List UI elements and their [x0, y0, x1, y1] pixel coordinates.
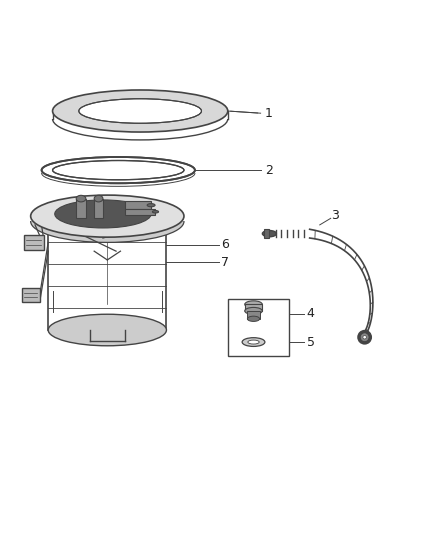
- Ellipse shape: [242, 338, 265, 346]
- Ellipse shape: [48, 314, 166, 346]
- Bar: [125, 201, 151, 209]
- Ellipse shape: [361, 334, 368, 341]
- Text: 3: 3: [332, 209, 339, 222]
- Text: 4: 4: [307, 307, 314, 320]
- Bar: [76, 199, 86, 219]
- Bar: [37, 156, 199, 173]
- Text: 2: 2: [265, 164, 273, 176]
- Ellipse shape: [94, 195, 103, 202]
- Ellipse shape: [245, 301, 262, 308]
- Bar: [24, 235, 44, 251]
- Bar: [22, 288, 40, 302]
- Ellipse shape: [363, 335, 366, 339]
- Ellipse shape: [247, 316, 260, 321]
- Ellipse shape: [79, 99, 201, 123]
- Text: 6: 6: [221, 238, 229, 251]
- Bar: [264, 229, 269, 238]
- Bar: [125, 209, 155, 215]
- Bar: [245, 304, 262, 311]
- Text: 1: 1: [265, 107, 273, 120]
- Bar: [26, 194, 188, 221]
- Ellipse shape: [31, 195, 184, 237]
- Bar: [48, 93, 232, 119]
- Ellipse shape: [147, 204, 155, 207]
- Ellipse shape: [53, 90, 228, 132]
- Bar: [228, 300, 289, 356]
- Ellipse shape: [76, 195, 86, 202]
- Bar: [94, 199, 103, 219]
- Bar: [247, 311, 260, 319]
- Ellipse shape: [55, 200, 151, 228]
- Ellipse shape: [358, 330, 371, 344]
- Text: 7: 7: [221, 256, 229, 269]
- Ellipse shape: [152, 211, 159, 213]
- Ellipse shape: [31, 200, 184, 243]
- Text: 5: 5: [307, 336, 314, 349]
- Ellipse shape: [262, 230, 276, 237]
- Ellipse shape: [245, 308, 262, 314]
- Ellipse shape: [248, 340, 259, 344]
